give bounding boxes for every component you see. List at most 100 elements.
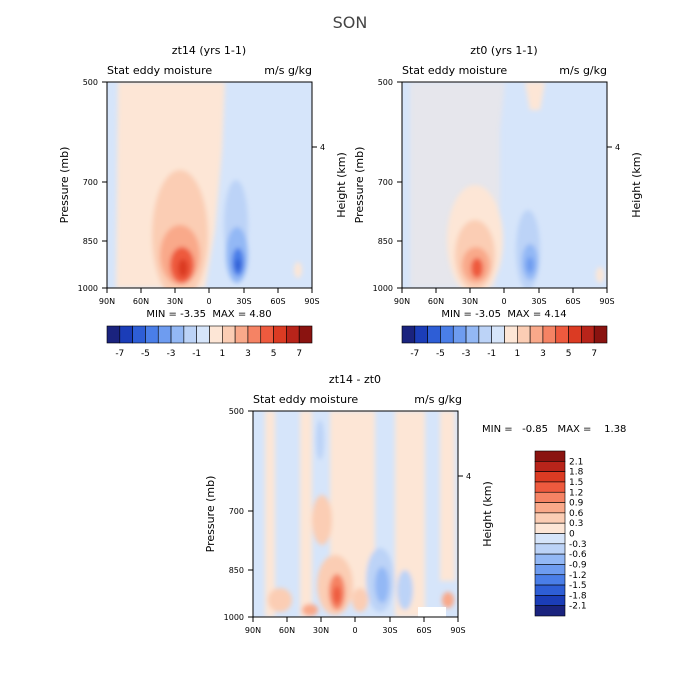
colorbar-swatch bbox=[534, 471, 566, 483]
colorbar-swatch bbox=[414, 325, 428, 344]
colorbar-swatch bbox=[534, 605, 566, 617]
colorbar-swatch bbox=[106, 325, 121, 344]
colorbar-swatch bbox=[534, 584, 566, 596]
y-ticks: 500 700 850 1000 bbox=[373, 78, 402, 293]
panel-zt0: zt0 (yrs 1-1) Stat eddy moisture m/s g/k… bbox=[353, 44, 643, 359]
y-tick-label: 850 bbox=[83, 237, 98, 246]
x-tick-label: 30N bbox=[167, 297, 183, 306]
heatmap-field bbox=[402, 82, 607, 288]
y-ticks: 500 700 850 1000 bbox=[224, 407, 253, 622]
colorbar-swatch bbox=[183, 325, 197, 344]
colorbar-label: 5 bbox=[566, 349, 572, 359]
colorbar-swatch bbox=[427, 325, 441, 344]
x-tick-label: 90S bbox=[304, 297, 319, 306]
colorbar-swatch bbox=[534, 450, 566, 462]
panel-right-label: m/s g/kg bbox=[414, 393, 462, 406]
colorbar-swatch bbox=[119, 325, 133, 344]
colorbar: -7 -5 -3 -1 1 3 5 7 bbox=[401, 325, 608, 359]
min-max-text: MIN = -0.85 MAX = 1.38 bbox=[482, 424, 626, 435]
colorbar-label: -3 bbox=[167, 349, 176, 359]
colorbar-swatch bbox=[478, 325, 492, 344]
y-right-tick-label: 4 bbox=[615, 143, 620, 152]
colorbar: -7 -5 -3 -1 1 3 5 7 bbox=[106, 325, 313, 359]
colorbar-swatch bbox=[465, 325, 480, 344]
y-ticks: 500 700 850 1000 bbox=[78, 78, 107, 293]
min-max-text: MIN = -3.35 MAX = 4.80 bbox=[146, 309, 271, 320]
colorbar-swatch bbox=[529, 325, 544, 344]
colorbar-swatch bbox=[534, 564, 566, 576]
colorbar-label: -7 bbox=[115, 349, 124, 359]
x-ticks: 90N 60N 30N 0 30S 60S 90S bbox=[394, 288, 615, 306]
colorbar-swatch bbox=[534, 553, 566, 565]
colorbar-label: 3 bbox=[540, 349, 546, 359]
colorbar-swatch bbox=[491, 325, 505, 344]
colorbar-label: -0.6 bbox=[569, 550, 587, 560]
x-tick-label: 30S bbox=[382, 626, 397, 635]
colorbar-swatch bbox=[401, 325, 416, 344]
y-tick-label: 1000 bbox=[373, 284, 393, 293]
y-tick-label: 500 bbox=[378, 78, 393, 87]
colorbar-label: 1.5 bbox=[569, 478, 583, 488]
heatmap-field bbox=[253, 411, 458, 617]
x-tick-label: 60S bbox=[565, 297, 580, 306]
colorbar-label: 5 bbox=[271, 349, 277, 359]
x-ticks: 90N 60N 30N 0 30S 60S 90S bbox=[99, 288, 320, 306]
colorbar-swatch bbox=[440, 325, 454, 344]
colorbar-swatch bbox=[534, 512, 566, 524]
colorbar-swatch bbox=[534, 543, 566, 555]
x-tick-label: 30N bbox=[462, 297, 478, 306]
colorbar-swatch bbox=[298, 325, 313, 344]
colorbar-label: -1.2 bbox=[569, 571, 587, 581]
x-tick-label: 30S bbox=[531, 297, 546, 306]
x-tick-label: 90N bbox=[394, 297, 410, 306]
colorbar-swatch bbox=[534, 481, 566, 493]
colorbar-label: -1.8 bbox=[569, 591, 587, 601]
colorbar-label: -1.5 bbox=[569, 581, 587, 591]
colorbar-label: -7 bbox=[410, 349, 419, 359]
y-tick-label: 500 bbox=[229, 407, 244, 416]
panel-difference: zt14 - zt0 Stat eddy moisture m/s g/kg bbox=[204, 373, 626, 635]
colorbar-swatch bbox=[534, 502, 566, 514]
x-tick-label: 60N bbox=[428, 297, 444, 306]
x-tick-label: 0 bbox=[501, 297, 506, 306]
colorbar-label: 1.8 bbox=[569, 468, 584, 478]
x-tick-label: 30S bbox=[236, 297, 251, 306]
y-tick-label: 850 bbox=[378, 237, 393, 246]
colorbar-swatch bbox=[534, 533, 566, 545]
colorbar-swatch bbox=[247, 325, 262, 344]
x-tick-label: 90S bbox=[450, 626, 465, 635]
colorbar-swatch bbox=[234, 325, 249, 344]
y-tick-label: 850 bbox=[229, 566, 244, 575]
panel-title: zt14 (yrs 1-1) bbox=[172, 44, 246, 57]
x-ticks: 90N 60N 30N 0 30S 60S 90S bbox=[245, 617, 466, 635]
colorbar-swatch bbox=[593, 325, 608, 344]
panel-left-label: Stat eddy moisture bbox=[402, 64, 507, 77]
y-axis-label: Pressure (mb) bbox=[58, 147, 71, 224]
min-max-text: MIN = -3.05 MAX = 4.14 bbox=[441, 309, 566, 320]
colorbar-label: 0 bbox=[569, 530, 575, 540]
y-tick-label: 500 bbox=[83, 78, 98, 87]
x-tick-label: 0 bbox=[206, 297, 211, 306]
x-tick-label: 60S bbox=[416, 626, 431, 635]
colorbar-swatch bbox=[157, 325, 172, 344]
y-axis-right-label: Height (km) bbox=[630, 152, 643, 218]
colorbar-swatch bbox=[534, 461, 566, 472]
page-title: SON bbox=[333, 13, 368, 32]
colorbar-swatch bbox=[504, 325, 518, 344]
colorbar-label: -3 bbox=[462, 349, 471, 359]
x-tick-label: 30N bbox=[313, 626, 329, 635]
colorbar-label: 1 bbox=[514, 349, 520, 359]
colorbar-label: 1 bbox=[219, 349, 225, 359]
y-right-tick-label: 4 bbox=[320, 143, 325, 152]
y-tick-label: 700 bbox=[378, 178, 393, 187]
colorbar-swatch bbox=[534, 574, 566, 586]
colorbar-label: -1 bbox=[487, 349, 496, 359]
colorbar-swatch bbox=[286, 325, 300, 344]
colorbar-swatch bbox=[273, 325, 287, 344]
y-right-tick-label: 4 bbox=[466, 472, 471, 481]
heatmap-field bbox=[107, 82, 312, 288]
y-tick-label: 700 bbox=[229, 507, 244, 516]
panel-zt14: zt14 (yrs 1-1) Stat eddy moisture m/s g/… bbox=[58, 44, 348, 359]
panel-title: zt14 - zt0 bbox=[329, 373, 381, 386]
